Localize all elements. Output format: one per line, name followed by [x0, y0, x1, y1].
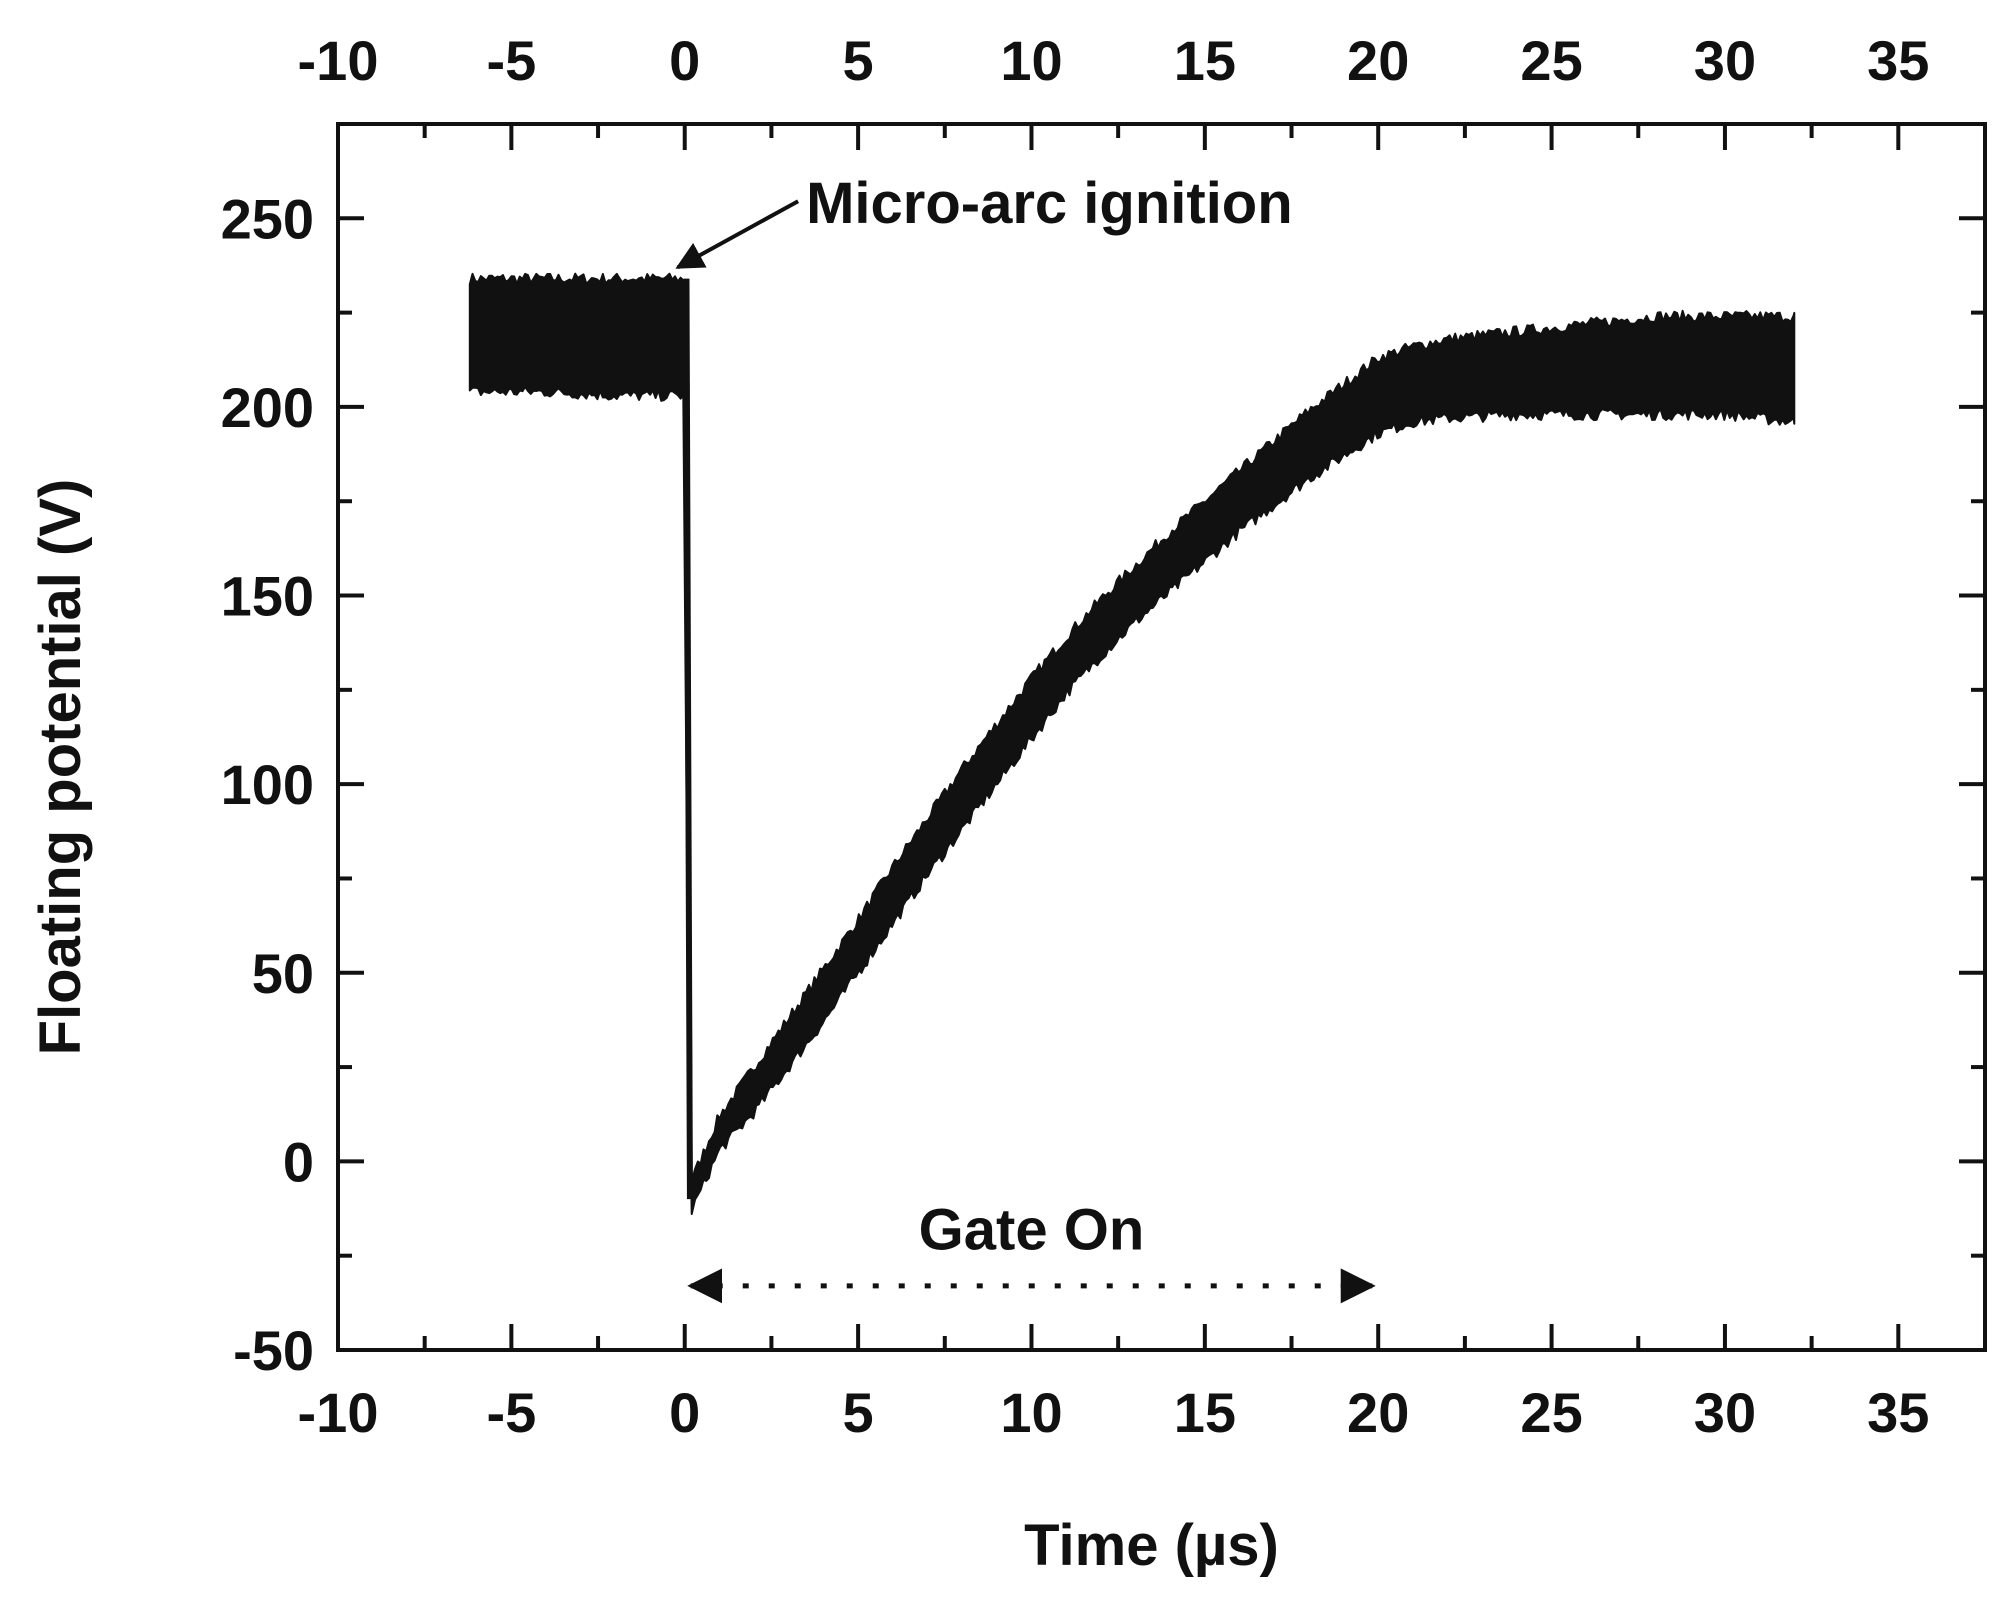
top-x-tick-label: 15	[1174, 29, 1236, 92]
micro-arc-ignition-label: Micro-arc ignition	[806, 171, 1293, 236]
x-tick-label: 25	[1520, 1381, 1582, 1444]
x-tick-label: 10	[1000, 1381, 1062, 1444]
y-tick-label: 0	[283, 1130, 314, 1193]
gate-on-label: Gate On	[919, 1197, 1145, 1262]
x-tick-label: 30	[1694, 1381, 1756, 1444]
top-x-tick-label: 5	[843, 29, 874, 92]
x-axis-title: Time (µs)	[1024, 1513, 1279, 1578]
x-tick-label: 0	[669, 1381, 700, 1444]
top-x-tick-label: 25	[1520, 29, 1582, 92]
top-x-tick-label: 30	[1694, 29, 1756, 92]
top-axis-tick-labels: -10 -5 0 5 10 15 20 25 30 35	[298, 29, 1930, 92]
series-layer	[468, 272, 1796, 1215]
ignition-drop-line	[683, 278, 693, 1200]
y-tick-label: 250	[221, 187, 314, 250]
top-x-tick-label: 20	[1347, 29, 1409, 92]
y-tick-label: 50	[252, 942, 314, 1005]
x-tick-label: 15	[1174, 1381, 1236, 1444]
x-tick-label: 5	[843, 1381, 874, 1444]
annotations: Micro-arc ignition Gate On	[675, 171, 1376, 1304]
y-tick-label: 200	[221, 376, 314, 439]
top-x-tick-label: -10	[298, 29, 379, 92]
top-x-tick-label: 10	[1000, 29, 1062, 92]
micro-arc-ignition-arrow	[675, 199, 800, 270]
x-tick-label: -5	[486, 1381, 536, 1444]
top-x-tick-label: 0	[669, 29, 700, 92]
y-tick-label: 100	[221, 753, 314, 816]
top-x-tick-label: -5	[486, 29, 536, 92]
signal-band	[468, 272, 1796, 1215]
y-axis-tick-labels: -50 0 50 100 150 200 250	[221, 187, 314, 1382]
x-tick-label: 20	[1347, 1381, 1409, 1444]
x-tick-label: 35	[1867, 1381, 1929, 1444]
bottom-axis-tick-labels: -10 -5 0 5 10 15 20 25 30 35	[298, 1381, 1930, 1444]
top-x-tick-label: 35	[1867, 29, 1929, 92]
plot-frame	[336, 122, 1987, 1352]
y-axis-title: Floating potential (V)	[28, 479, 93, 1056]
y-tick-label: 150	[221, 565, 314, 628]
x-tick-label: -10	[298, 1381, 379, 1444]
y-tick-label: -50	[233, 1319, 314, 1382]
